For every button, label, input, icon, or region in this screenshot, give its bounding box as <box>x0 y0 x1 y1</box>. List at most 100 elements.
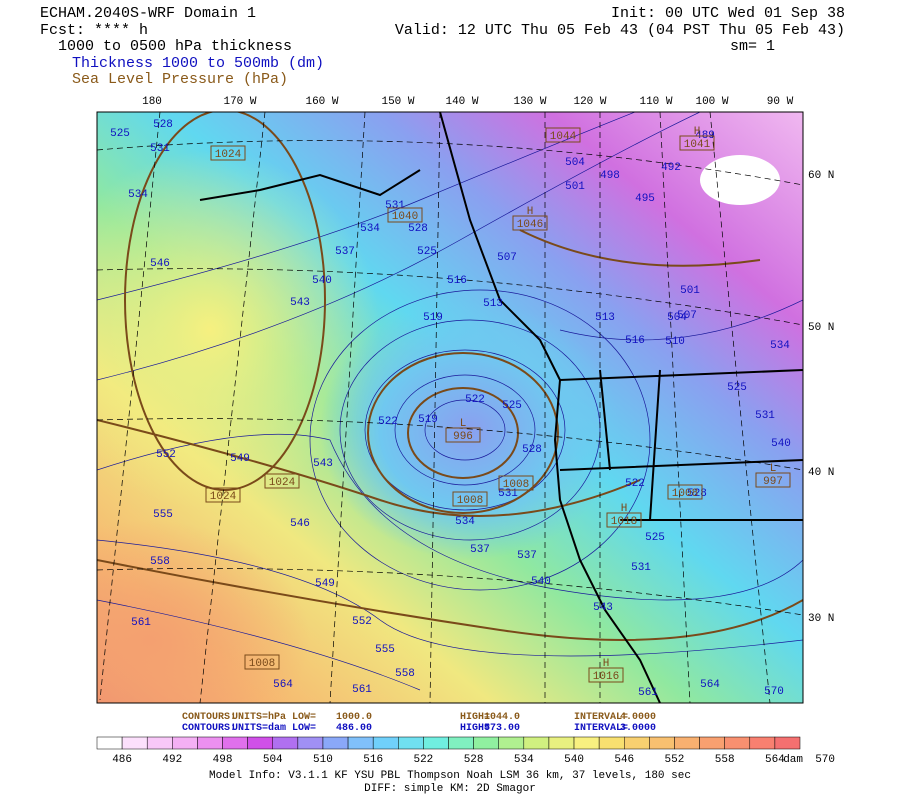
thickness-label: 549 <box>230 453 250 465</box>
thickness-label: 513 <box>483 298 503 310</box>
pressure-label: 1041 <box>684 139 711 151</box>
footer: Model Info: V3.1.1 KF YSU PBL Thompson N… <box>209 770 691 782</box>
colorbar-cell <box>649 736 675 750</box>
pressure-label: 1008 <box>672 488 698 500</box>
contour-info: 4.0000 <box>620 712 656 723</box>
colorbar-cell <box>448 736 474 750</box>
smoothing: sm= 1 <box>730 38 775 55</box>
forecast: Fcst: **** h <box>40 22 148 39</box>
thickness-label: 534 <box>770 340 790 352</box>
thickness-label: 525 <box>502 400 522 412</box>
thickness-label: 528 <box>408 223 428 235</box>
colorbar-cell <box>598 736 625 750</box>
pressure-box <box>498 475 534 491</box>
pressure-box <box>512 215 548 231</box>
thickness-label: 546 <box>150 258 170 270</box>
thickness-label: 504 <box>667 312 687 324</box>
colorbar-cell <box>272 736 299 750</box>
colorbar-cell <box>548 736 575 750</box>
colorbar-label: 522 <box>413 754 433 766</box>
pressure-label: 1018 <box>611 516 637 528</box>
footer: DIFF: simple KM: 2D Smagor <box>364 783 536 795</box>
thickness-label: 501 <box>565 181 585 193</box>
pressure-box <box>264 473 300 489</box>
colorbar-cell <box>774 736 801 750</box>
colorbar-cell <box>96 736 123 750</box>
thickness-label: 558 <box>150 556 170 568</box>
thickness-label: 555 <box>375 644 395 656</box>
colorbar-cell <box>624 736 650 750</box>
pressure-box <box>755 472 791 488</box>
lat-label: 60 N <box>808 170 834 182</box>
colorbar-label: 534 <box>514 754 534 766</box>
colorbar-label: 570 <box>815 754 835 766</box>
lon-label: 130 W <box>513 96 546 108</box>
thickness-label: 495 <box>635 193 655 205</box>
contour-info: 1000.0 <box>336 712 372 723</box>
colorbar-label: 552 <box>665 754 685 766</box>
thickness-label: 537 <box>335 246 355 258</box>
thickness-label: 519 <box>418 414 438 426</box>
thickness-label: 537 <box>470 544 490 556</box>
colorbar-cell <box>473 736 499 750</box>
lat-label: 30 N <box>808 613 834 625</box>
colorbar-label: 546 <box>614 754 634 766</box>
thickness-label: 525 <box>110 128 130 140</box>
thickness-label: 564 <box>273 679 293 691</box>
pressure-label: 1044 <box>550 131 577 143</box>
thickness-label: 528 <box>522 444 542 456</box>
pressure-label: 1046 <box>517 219 543 231</box>
thickness-label: 504 <box>565 157 585 169</box>
colorbar-cell <box>423 736 449 750</box>
contour-info: 3.0000 <box>620 723 656 734</box>
pressure-box <box>679 135 715 151</box>
legend-pressure: Sea Level Pressure (hPa) <box>72 71 288 88</box>
thickness-label: 531 <box>150 143 170 155</box>
colorbar-cell <box>172 736 198 750</box>
pressure-center: H <box>694 126 701 138</box>
thickness-label: 537 <box>517 550 537 562</box>
colorbar-cell <box>222 736 248 750</box>
thickness-label: 540 <box>771 438 791 450</box>
thickness-label: 522 <box>465 394 485 406</box>
pressure-center: H <box>527 206 534 218</box>
colorbar-cell <box>322 736 349 750</box>
thickness-label: 531 <box>498 488 518 500</box>
thickness-label: 513 <box>595 312 615 324</box>
contour-info: CONTOURS: <box>182 712 236 723</box>
thickness-label: 552 <box>352 616 372 628</box>
colorbar-cell <box>146 736 173 750</box>
thickness-label: 561 <box>131 617 151 629</box>
pressure-label: 1024 <box>210 491 237 503</box>
pressure-label: 1024 <box>269 477 296 489</box>
pressure-box <box>387 207 423 223</box>
thickness-label: 528 <box>153 119 173 131</box>
pressure-center: L <box>460 418 467 430</box>
lon-label: 90 W <box>767 96 794 108</box>
thickness-label: 534 <box>455 516 475 528</box>
thickness-label: 540 <box>531 576 551 588</box>
contour-info: INTERVAL= <box>574 723 628 734</box>
pressure-label: 996 <box>453 431 473 443</box>
colorbar-label: 540 <box>564 754 584 766</box>
colorbar-label: 486 <box>112 754 132 766</box>
thickness-label: 516 <box>625 335 645 347</box>
lon-label: 140 W <box>445 96 478 108</box>
thickness-label: 543 <box>593 602 613 614</box>
contour-info: LOW= <box>292 723 316 734</box>
pressure-box <box>667 484 703 500</box>
colorbar-label: 498 <box>213 754 233 766</box>
legend-thickness: Thickness 1000 to 500mb (dm) <box>72 55 324 72</box>
colorbar-label: 558 <box>715 754 735 766</box>
thickness-label: 519 <box>423 312 443 324</box>
colorbar-unit: dam <box>783 754 803 766</box>
lon-label: 160 W <box>305 96 338 108</box>
thickness-label: 522 <box>378 416 398 428</box>
thickness-label: 510 <box>665 336 685 348</box>
thickness-label: 555 <box>153 509 173 521</box>
lon-label: 120 W <box>573 96 606 108</box>
thickness-label: 546 <box>290 518 310 530</box>
pressure-label: 1016 <box>593 671 619 683</box>
lon-label: 180 <box>142 96 162 108</box>
